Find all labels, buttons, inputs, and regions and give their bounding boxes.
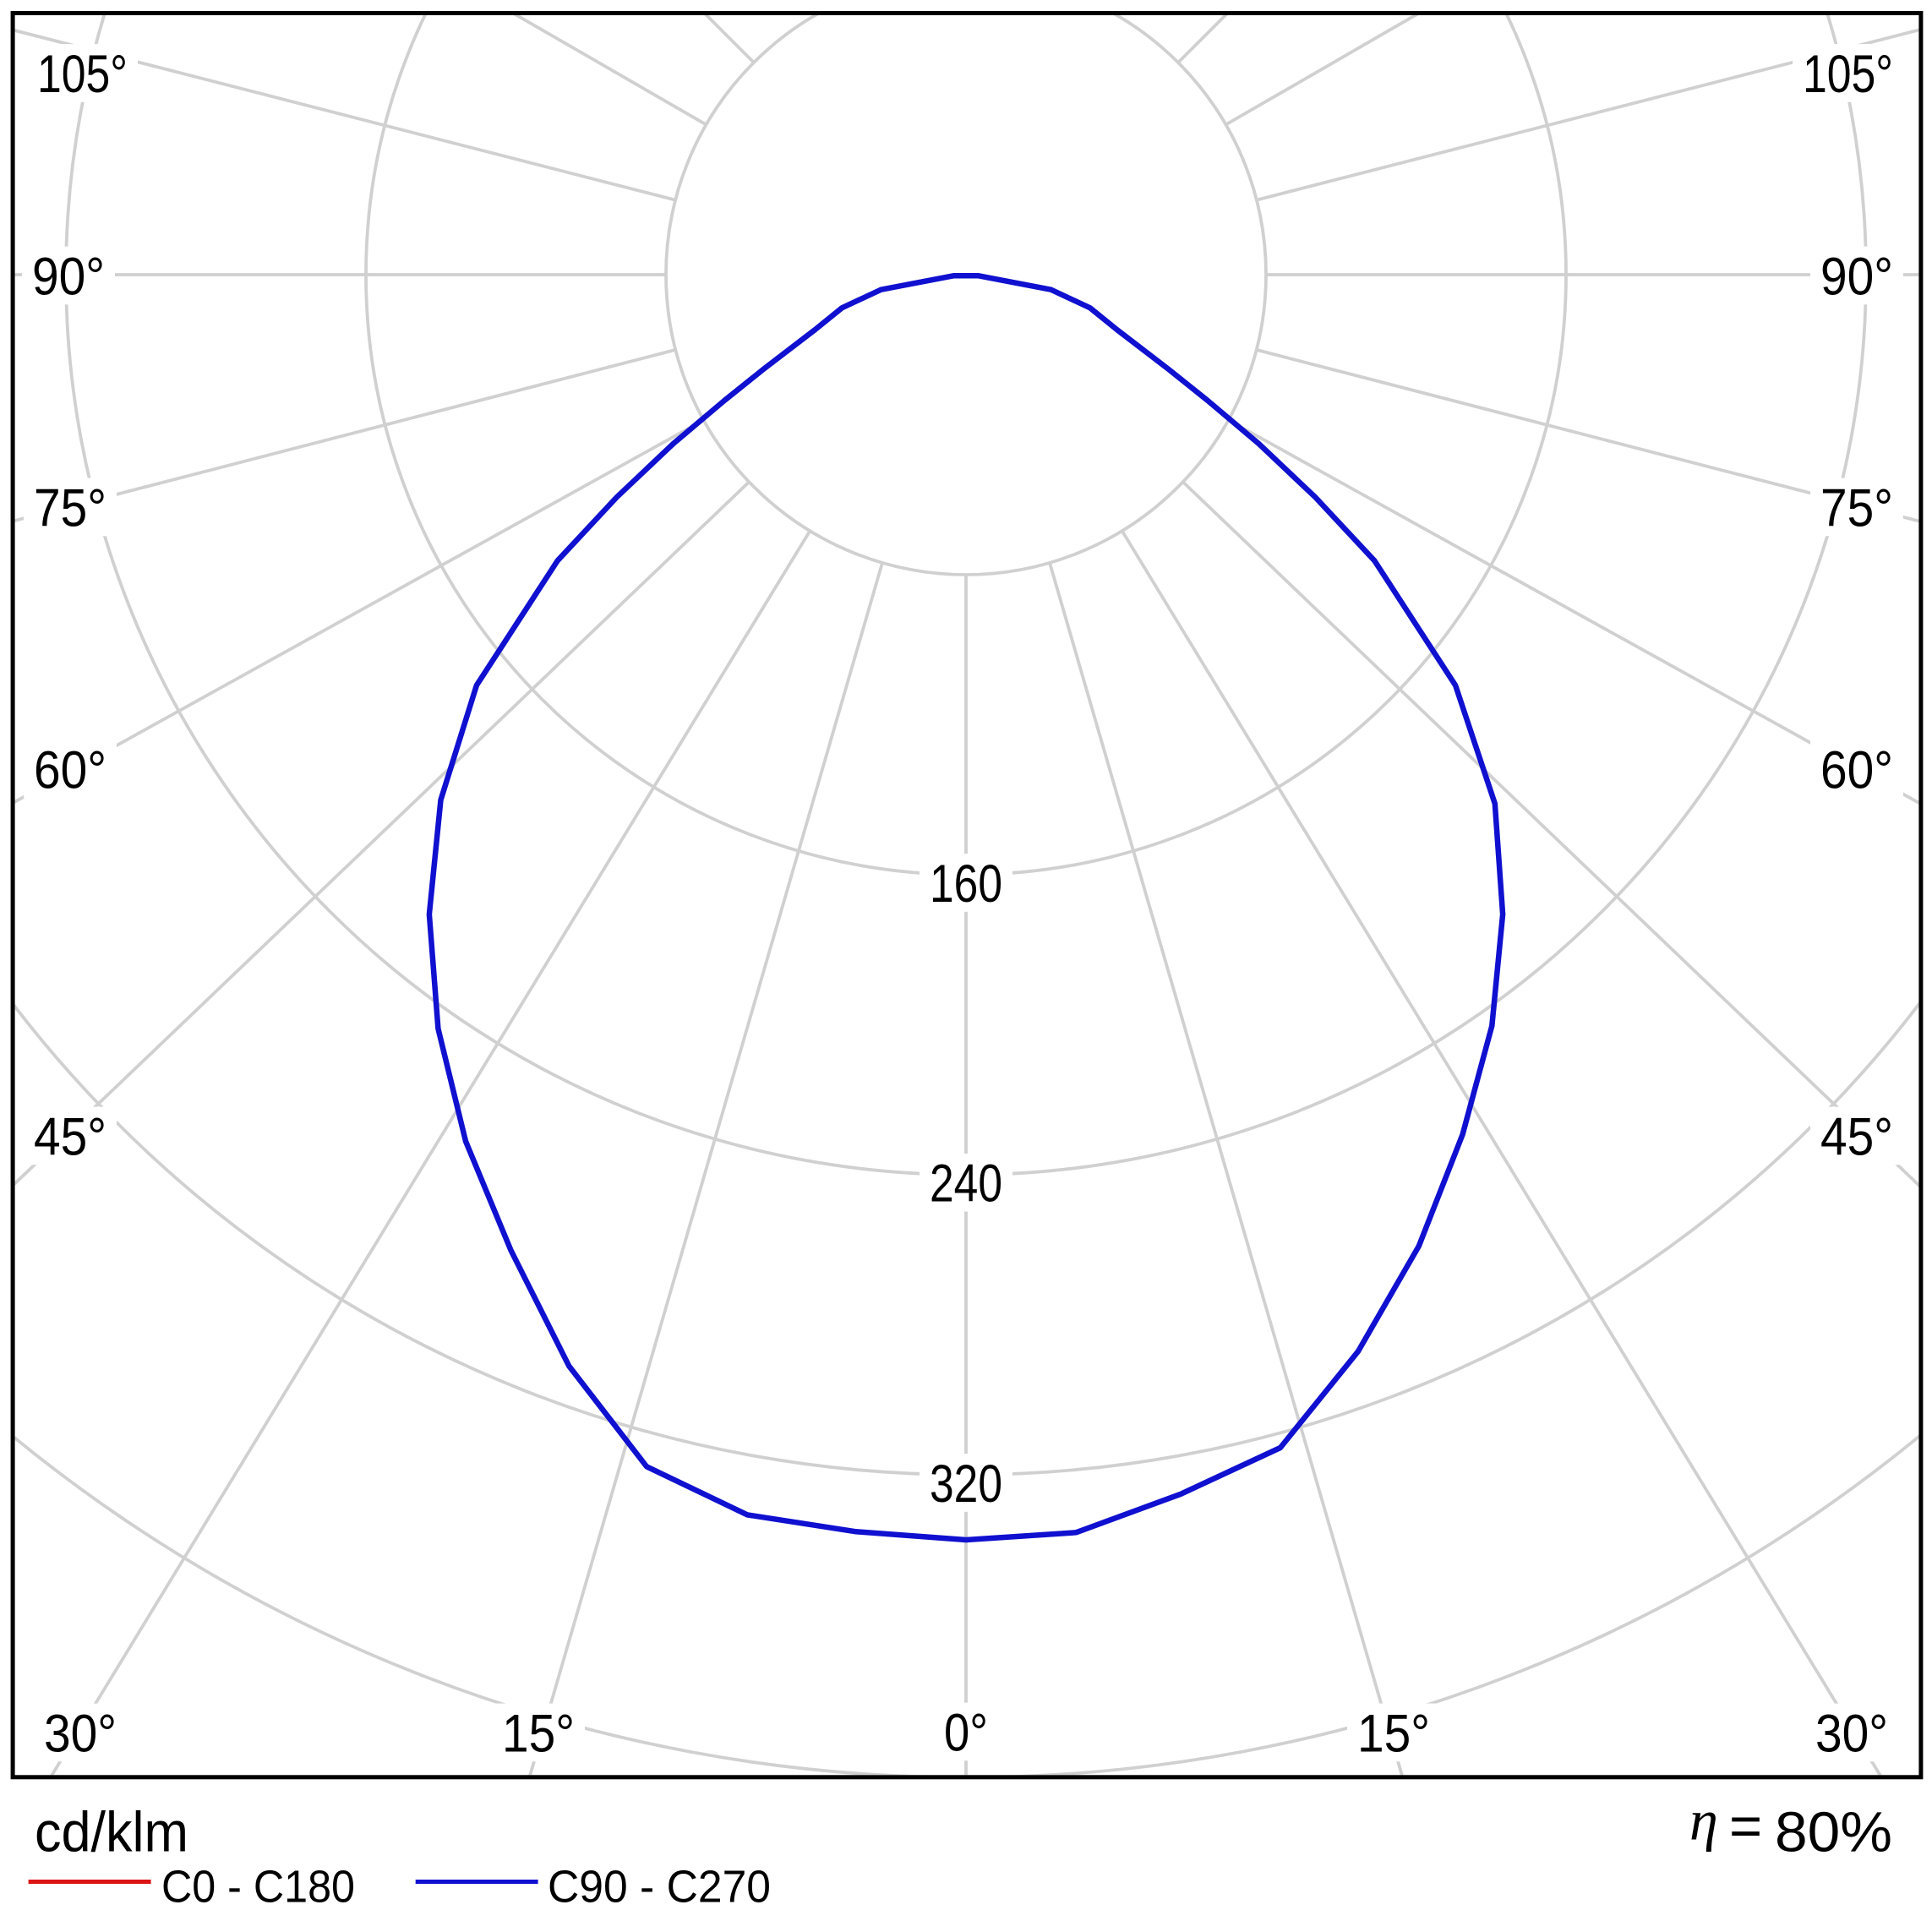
svg-text:=: = [1729, 1794, 1762, 1858]
svg-text:C0 - C180: C0 - C180 [161, 1861, 355, 1912]
svg-text:105°: 105° [37, 45, 128, 104]
svg-text:30°: 30° [44, 1704, 117, 1763]
svg-text:60°: 60° [1820, 740, 1893, 800]
svg-text:75°: 75° [34, 478, 106, 538]
svg-text:η: η [1689, 1788, 1718, 1853]
svg-text:45°: 45° [34, 1107, 106, 1166]
svg-text:cd/klm: cd/klm [35, 1800, 188, 1864]
svg-text:160: 160 [930, 854, 1002, 914]
svg-text:45°: 45° [1820, 1107, 1893, 1166]
svg-text:60°: 60° [34, 740, 106, 800]
svg-text:C90 - C270: C90 - C270 [548, 1861, 771, 1912]
svg-text:240: 240 [930, 1154, 1002, 1214]
svg-text:320: 320 [930, 1454, 1002, 1514]
svg-text:80%: 80% [1775, 1800, 1892, 1864]
svg-text:15°: 15° [502, 1704, 575, 1763]
svg-text:30°: 30° [1815, 1704, 1888, 1763]
svg-text:90°: 90° [32, 247, 105, 306]
svg-text:90°: 90° [1820, 247, 1893, 306]
svg-text:0°: 0° [944, 1703, 988, 1762]
svg-text:15°: 15° [1357, 1704, 1430, 1763]
svg-text:75°: 75° [1820, 478, 1893, 538]
svg-text:105°: 105° [1803, 45, 1893, 104]
